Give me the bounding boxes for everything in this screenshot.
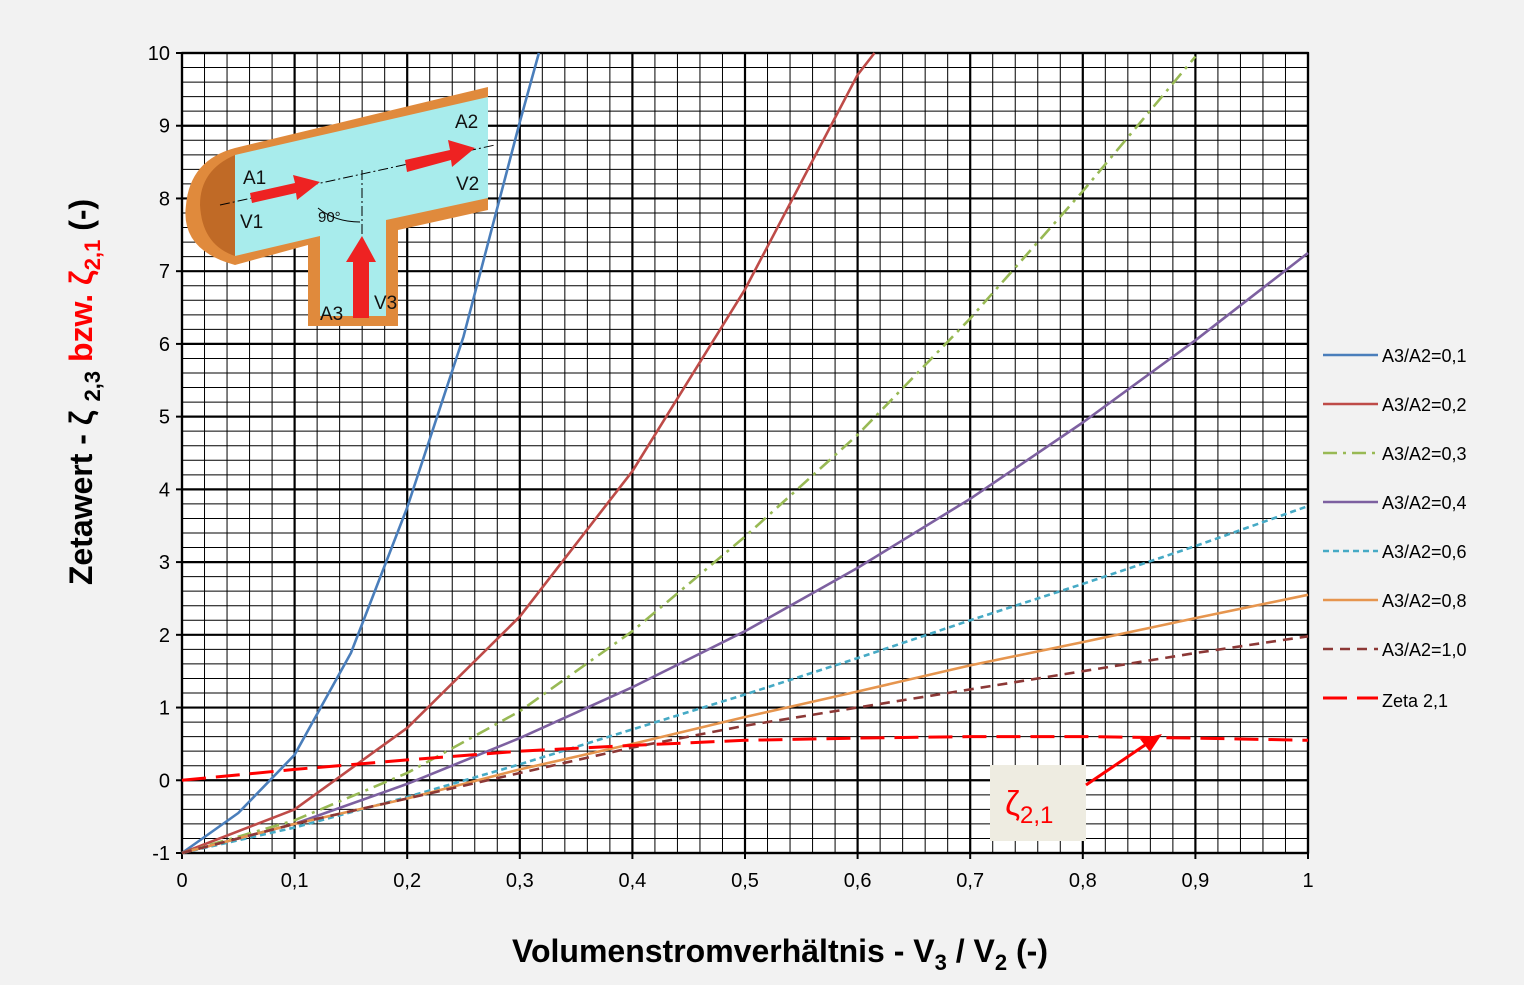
x-title-text: Volumenstromverhältnis - V <box>512 933 935 969</box>
y-tick-label: 8 <box>159 188 170 210</box>
x-tick-label: 0,6 <box>844 870 872 892</box>
inset-label: V3 <box>374 293 397 314</box>
y-title-text: (-) <box>63 199 99 240</box>
pipe-end <box>200 155 235 256</box>
legend-label: A3/A2=1,0 <box>1382 640 1467 660</box>
y-tick-label: 0 <box>159 770 170 792</box>
y-title-text: Zetawert - ζ <box>63 402 99 586</box>
x-tick-label: 0,1 <box>281 870 309 892</box>
arrow-a1 <box>250 175 320 203</box>
x-tick-label: 0,7 <box>956 870 984 892</box>
legend-label: A3/A2=0,4 <box>1382 493 1467 513</box>
inset-label: 90° <box>318 209 341 226</box>
x-tick-label: 0,5 <box>731 870 759 892</box>
legend-label: A3/A2=0,6 <box>1382 542 1467 562</box>
annotation-arrow <box>1085 741 1149 787</box>
annotation-box <box>990 765 1086 841</box>
y-tick-label: 3 <box>159 552 170 574</box>
annotation: ζ2,1 <box>990 734 1162 841</box>
x-tick-label: 0,9 <box>1181 870 1209 892</box>
series-line <box>181 735 1309 782</box>
annotation-text: ζ2,1 <box>1005 785 1053 829</box>
y-title-text: bzw. ζ <box>63 270 99 371</box>
legend-label: A3/A2=0,1 <box>1382 346 1467 366</box>
y-tick-label: 7 <box>159 261 170 283</box>
tick-labels: 0 0,1 0,2 0,3 0,4 0,5 0,6 0,7 0,8 0,9 1 -1 0 1 2 3 4 5 6 7 8… <box>148 43 1314 892</box>
x-title-sub: 2 <box>995 950 1007 975</box>
inset-label: V1 <box>240 212 263 233</box>
tee-diagram: A1 V1 A2 V2 A3 V3 90° <box>185 87 496 326</box>
x-tick-label: 0,8 <box>1069 870 1097 892</box>
angle-arc <box>317 207 361 223</box>
y-tick-label: 2 <box>159 625 170 647</box>
inset-label: V2 <box>456 174 479 195</box>
y-axis-title: Zetawert - ζ 2,3 bzw. ζ2,1 (-) <box>63 199 105 585</box>
y-tick-label: 9 <box>159 116 170 138</box>
legend-label: A3/A2=0,3 <box>1382 444 1467 464</box>
x-axis-title: Volumenstromverhältnis - V3 / V2 (-) <box>512 933 1048 975</box>
x-title-text: / V <box>947 933 996 969</box>
inset-label: A2 <box>455 112 478 133</box>
plot-border <box>180 51 1310 855</box>
legend-label: A3/A2=0,8 <box>1382 591 1467 611</box>
y-tick-label: 4 <box>159 479 170 501</box>
y-title-sub: 2,3 <box>80 371 105 402</box>
x-title-text: (-) <box>1007 933 1048 969</box>
series-line <box>181 251 1309 855</box>
legend: A3/A2=0,1 A3/A2=0,2 A3/A2=0,3 A3/A2=0,4 A3/A… <box>1323 346 1467 711</box>
series-line <box>181 52 541 855</box>
y-tick-label: -1 <box>152 843 170 865</box>
series-line <box>181 635 1309 855</box>
y-tick-label: 10 <box>148 43 170 65</box>
annotation-symbol: ζ <box>1005 785 1020 823</box>
x-tick-label: 1 <box>1302 870 1313 892</box>
inset-label: A3 <box>320 304 343 325</box>
arrow-a3 <box>346 236 376 318</box>
legend-label: A3/A2=0,2 <box>1382 395 1467 415</box>
legend-label: Zeta 2,1 <box>1382 691 1448 711</box>
x-tick-label: 0,4 <box>618 870 646 892</box>
annotation-sub: 2,1 <box>1020 802 1053 829</box>
inset-label: A1 <box>243 168 266 189</box>
arrow-a2 <box>405 140 475 172</box>
x-tick-label: 0,3 <box>506 870 534 892</box>
y-tick-label: 6 <box>159 334 170 356</box>
series-layer <box>181 52 1309 855</box>
series-line <box>181 52 876 855</box>
annotation-arrowhead <box>1140 734 1162 752</box>
y-tick-label: 5 <box>159 407 170 429</box>
y-tick-label: 1 <box>159 698 170 720</box>
x-tick-label: 0,2 <box>393 870 421 892</box>
x-tick-label: 0 <box>176 870 187 892</box>
x-title-sub: 3 <box>935 950 947 975</box>
series-line <box>181 55 1197 855</box>
y-title-sub: 2,1 <box>80 240 105 271</box>
